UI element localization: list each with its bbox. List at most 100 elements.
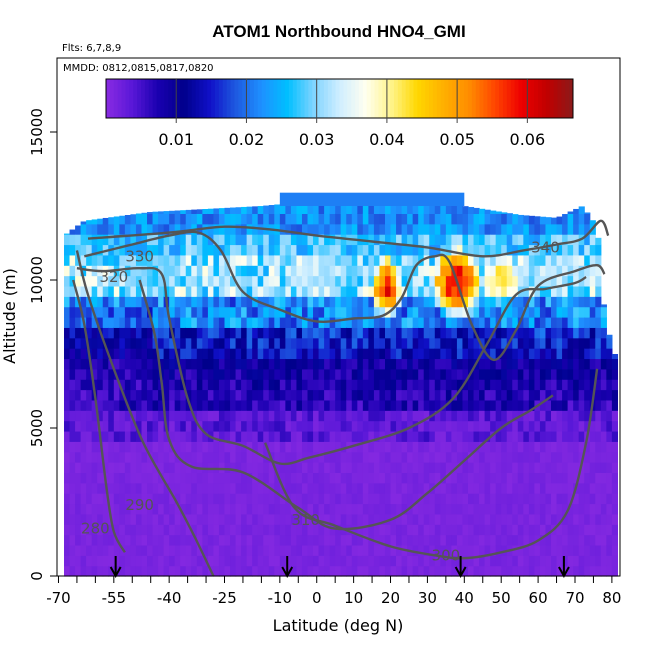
heatmap-cell [246, 285, 253, 297]
heatmap-cell [584, 327, 591, 339]
heatmap-cell [401, 337, 408, 349]
heatmap-cell [573, 399, 580, 411]
heatmap-cell [562, 493, 569, 505]
heatmap-cell [473, 317, 480, 328]
heatmap-cell [479, 482, 486, 494]
heatmap-cell [313, 482, 320, 494]
heatmap-cell [313, 493, 320, 505]
heatmap-cell [152, 327, 159, 339]
heatmap-cell [506, 275, 513, 287]
heatmap-cell [158, 503, 165, 515]
heatmap-cell [379, 327, 386, 339]
heatmap-cell [257, 285, 264, 297]
heatmap-cell [124, 348, 132, 360]
heatmap-cell [495, 399, 502, 411]
heatmap-cell [539, 306, 547, 318]
colorbar-segment [109, 79, 115, 118]
heatmap-cell [573, 275, 580, 287]
heatmap-cell [158, 565, 165, 577]
heatmap-cell [279, 441, 286, 453]
heatmap-cell [307, 203, 314, 214]
heatmap-cell [64, 462, 71, 473]
heatmap-cell [501, 493, 508, 505]
heatmap-cell [318, 451, 325, 463]
heatmap-cell [191, 306, 198, 318]
heatmap-cell [556, 358, 563, 370]
heatmap-cell [396, 234, 403, 246]
heatmap-cell [80, 244, 87, 256]
heatmap-cell [324, 441, 331, 453]
heatmap-cell [224, 513, 231, 525]
heatmap-cell [512, 265, 519, 277]
heatmap-cell [218, 389, 226, 401]
heatmap-cell [318, 254, 325, 266]
heatmap-cell [80, 555, 87, 567]
heatmap-cell [418, 306, 425, 318]
heatmap-cell [490, 462, 497, 473]
heatmap-cell [102, 368, 109, 380]
heatmap-cell [135, 482, 143, 494]
heatmap-cell [290, 430, 298, 442]
heatmap-cell [290, 472, 298, 484]
colorbar-segment [129, 79, 134, 118]
heatmap-cell [606, 565, 613, 577]
heatmap-cell [252, 234, 259, 246]
heatmap-cell [241, 555, 248, 567]
heatmap-cell [506, 462, 513, 473]
heatmap-cell [230, 472, 237, 484]
heatmap-cell [279, 379, 286, 391]
heatmap-cell [611, 493, 619, 505]
heatmap-cell [473, 234, 480, 246]
heatmap-cell [611, 503, 619, 515]
heatmap-cell [130, 223, 137, 235]
heatmap-cell [147, 534, 154, 546]
heatmap-cell [75, 565, 82, 577]
heatmap-cell [440, 203, 447, 214]
heatmap-cell [290, 441, 298, 453]
heatmap-cell [152, 513, 159, 525]
heatmap-cell [80, 420, 87, 432]
heatmap-cell [290, 420, 298, 432]
heatmap-cell [263, 254, 270, 266]
heatmap-cell [501, 534, 508, 546]
heatmap-cell [119, 254, 126, 266]
heatmap-cell [318, 472, 325, 484]
heatmap-cell [368, 265, 375, 277]
heatmap-cell [606, 348, 613, 360]
heatmap-cell [97, 451, 104, 463]
heatmap-cell [551, 565, 558, 577]
heatmap-cell [451, 565, 458, 577]
heatmap-cell [456, 493, 464, 505]
heatmap-cell [373, 223, 381, 235]
heatmap-cell [241, 389, 248, 401]
heatmap-cell [534, 234, 541, 246]
heatmap-cell [268, 348, 275, 360]
heatmap-cell [329, 379, 336, 391]
heatmap-cell [158, 555, 165, 567]
heatmap-cell [301, 358, 309, 370]
heatmap-cell [246, 503, 253, 515]
heatmap-cell [307, 503, 314, 515]
heatmap-cell [495, 244, 502, 256]
heatmap-cell [562, 379, 569, 391]
heatmap-cell [163, 348, 170, 360]
heatmap-cell [135, 524, 143, 536]
heatmap-cell [285, 368, 292, 380]
heatmap-cell [362, 368, 369, 380]
heatmap-cell [379, 462, 386, 473]
heatmap-cell [257, 306, 264, 318]
heatmap-cell [407, 410, 414, 422]
heatmap-cell [396, 389, 403, 401]
heatmap-cell [230, 493, 237, 505]
heatmap-cell [611, 565, 619, 577]
heatmap-cell [97, 285, 104, 297]
heatmap-cell [379, 544, 386, 556]
heatmap-cell [263, 306, 270, 318]
heatmap-cell [113, 244, 120, 256]
heatmap-cell [64, 389, 71, 401]
colorbar-segment [347, 79, 352, 118]
heatmap-cell [213, 555, 220, 567]
heatmap-cell [539, 420, 547, 432]
heatmap-cell [307, 555, 314, 567]
heatmap-cell [396, 348, 403, 360]
